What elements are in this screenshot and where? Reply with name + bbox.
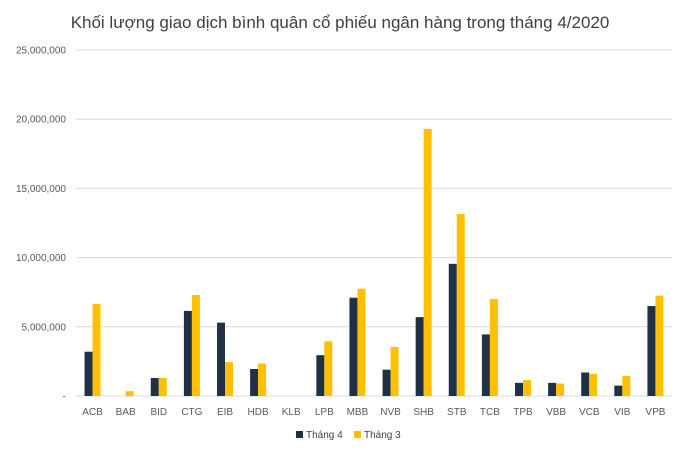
bar-ctg-2 <box>191 294 200 396</box>
bar-bid-1 <box>150 378 159 396</box>
legend-swatch-2 <box>354 431 361 438</box>
legend-label-2: Tháng 3 <box>364 430 401 441</box>
y-axis: - 5,000,000 10,000,000 15,000,000 20,000,000… <box>16 46 66 403</box>
bar-eib-2 <box>225 362 233 396</box>
bar-vbb-1 <box>548 382 557 396</box>
y-tick-label: 25,000,000 <box>16 46 66 57</box>
bar-bab-2 <box>125 391 134 396</box>
x-tick-label: EIB <box>217 407 233 418</box>
x-tick-label: STB <box>447 407 467 418</box>
bar-stb-1 <box>448 263 457 396</box>
bar-nvb-1 <box>382 369 391 396</box>
x-tick-label: VBB <box>546 407 566 418</box>
x-tick-label: ACB <box>82 407 103 418</box>
bar-tpb-1 <box>515 382 523 396</box>
bar-acb-1 <box>84 351 93 396</box>
y-tick-label: 10,000,000 <box>16 253 66 264</box>
bar-shb-1 <box>415 317 424 396</box>
legend: Tháng 4 Tháng 3 <box>296 430 401 441</box>
y-tick-label: 20,000,000 <box>16 115 66 126</box>
x-tick-label: TPB <box>513 407 533 418</box>
x-tick-label: BAB <box>116 407 136 418</box>
bar-acb-2 <box>92 303 101 396</box>
x-tick-label: VCB <box>579 407 600 418</box>
bar-mbb-1 <box>349 297 358 396</box>
bar-mbb-2 <box>357 288 366 396</box>
x-tick-label: LPB <box>315 407 334 418</box>
bars <box>84 128 664 396</box>
x-tick-label: BID <box>150 407 167 418</box>
x-tick-label: VPB <box>645 407 665 418</box>
x-tick-label: TCB <box>480 407 500 418</box>
bar-bid-2 <box>158 378 167 396</box>
x-tick-label: VIB <box>614 407 630 418</box>
x-tick-label: MBB <box>347 407 369 418</box>
x-tick-label: HDB <box>248 407 269 418</box>
y-tick-label: 5,000,000 <box>22 322 67 333</box>
y-tick-label: - <box>63 392 66 403</box>
legend-label-1: Tháng 4 <box>306 430 343 441</box>
bar-vpb-2 <box>655 295 664 396</box>
bar-tpb-2 <box>523 380 531 396</box>
bar-hdb-1 <box>250 369 259 396</box>
x-tick-label: KLB <box>282 407 301 418</box>
bar-tcb-1 <box>481 334 490 396</box>
bar-tcb-2 <box>489 299 498 396</box>
bar-vib-2 <box>622 375 631 396</box>
x-tick-label: SHB <box>413 407 434 418</box>
bar-nvb-2 <box>390 346 399 396</box>
bar-vcb-1 <box>581 372 590 396</box>
y-tick-label: 15,000,000 <box>16 184 66 195</box>
x-axis: ACB BAB BID CTG EIB HDB KLB LPB MBB NVB SHB STB TCB T… <box>82 407 666 418</box>
bar-lpb-1 <box>316 355 325 396</box>
bar-stb-2 <box>456 214 465 396</box>
x-tick-label: CTG <box>181 407 202 418</box>
bar-ctg-1 <box>183 310 192 396</box>
bar-vib-1 <box>614 385 623 396</box>
bar-lpb-2 <box>324 341 333 396</box>
bar-vcb-2 <box>589 373 598 396</box>
bar-shb-2 <box>423 128 432 396</box>
bar-eib-1 <box>217 322 225 396</box>
bar-vpb-1 <box>647 306 656 396</box>
legend-swatch-1 <box>296 431 303 438</box>
x-tick-label: NVB <box>380 407 401 418</box>
bar-vbb-2 <box>556 383 565 396</box>
chart-title: Khối lượng giao dịch bình quân cổ phiếu … <box>71 13 610 32</box>
grid <box>76 49 672 397</box>
bar-hdb-2 <box>258 363 267 396</box>
